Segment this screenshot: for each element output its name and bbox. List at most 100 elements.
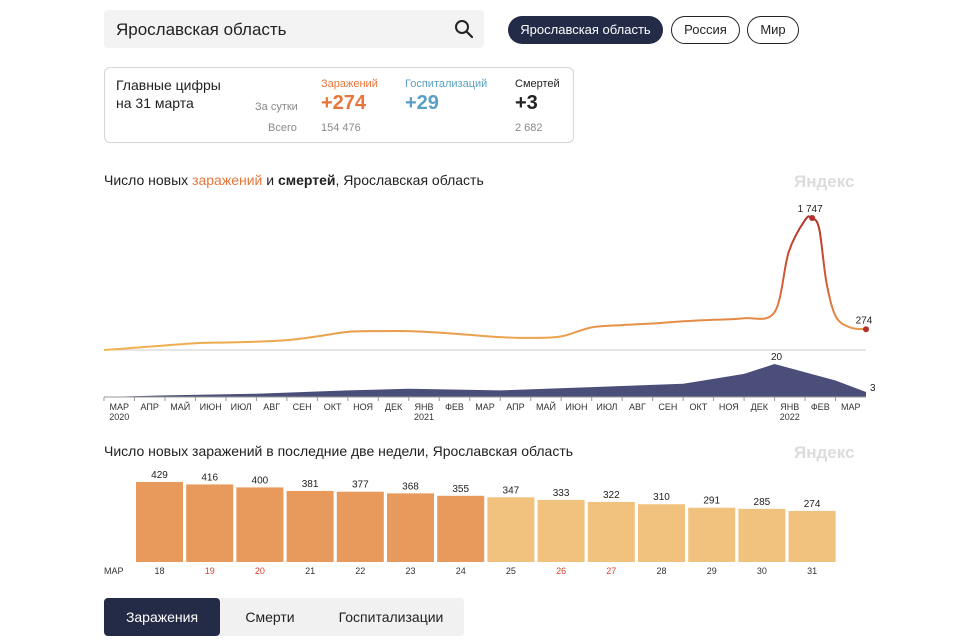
hospitalizations-day-value: +29: [405, 92, 439, 114]
bar-value-label: 368: [402, 481, 419, 492]
bar-category-label: 20: [255, 566, 265, 576]
month-label: АПР: [506, 402, 524, 412]
bar-value-label: 429: [151, 470, 168, 481]
bar: [688, 507, 736, 562]
month-label: ЯНВ: [780, 402, 799, 412]
month-label: СЕН: [293, 402, 312, 412]
infections-label: Заражений: [321, 78, 378, 90]
bar: [336, 491, 384, 562]
tab-russia[interactable]: Россия: [671, 16, 740, 44]
year-label: 2022: [780, 412, 800, 422]
bar-category-label: 27: [606, 566, 616, 576]
bar-category-label: 28: [656, 566, 666, 576]
month-label: ОКТ: [689, 402, 707, 412]
bar-value-label: 285: [754, 497, 771, 508]
bar: [638, 504, 685, 562]
month-label: ИЮЛ: [231, 402, 252, 412]
summary-title-line2: на 31 марта: [116, 95, 194, 111]
month-label: ЯНВ: [415, 402, 434, 412]
month-label: МАР: [109, 402, 129, 412]
bar-category-label: 22: [355, 566, 365, 576]
infections-day-value: +274: [321, 92, 367, 114]
infections-series-line: [103, 215, 867, 351]
bar: [236, 487, 284, 562]
bar-category-label: 25: [506, 566, 516, 576]
chart1-title-deaths: смертей: [277, 172, 336, 188]
infections-last-label: 274: [856, 315, 873, 326]
month-label: НОЯ: [719, 402, 739, 412]
bar-category-label: 31: [807, 566, 817, 576]
tab-deaths[interactable]: Смерти: [245, 609, 295, 625]
search-icon[interactable]: [454, 19, 474, 39]
yandex-watermark-2: Яндекс: [794, 443, 855, 462]
month-label: ДЕК: [751, 402, 769, 412]
month-label: ФЕВ: [445, 402, 464, 412]
yandex-watermark: Яндекс: [794, 172, 855, 191]
month-label: ДЕК: [385, 402, 403, 412]
chart1-title-and: и: [262, 172, 278, 188]
chart1-title-post: , Ярославская область: [335, 172, 484, 188]
bar-category-label: 21: [305, 566, 315, 576]
year-label: 2020: [109, 412, 129, 422]
two-week-bar-chart: МАР 429 18 416 19 400 20 381 21 377 22 368 23 355 24 34…: [104, 470, 836, 576]
month-label: ИЮН: [200, 402, 222, 412]
bar-category-label: 24: [456, 566, 466, 576]
bar-value-label: 333: [553, 488, 570, 499]
search-box[interactable]: [104, 10, 484, 48]
metric-tabs: Заражения Смерти Госпитализации: [104, 598, 464, 636]
bar-value-label: 322: [603, 490, 620, 501]
infections-peak-label: 1 747: [798, 204, 823, 215]
tab-hospitalizations[interactable]: Госпитализации: [338, 609, 444, 625]
hospitalizations-label: Госпитализаций: [405, 78, 488, 90]
bar: [286, 490, 334, 562]
month-label: МАР: [475, 402, 495, 412]
month-label: МАЙ: [170, 401, 190, 412]
month-label: ОКТ: [324, 402, 342, 412]
bar: [487, 497, 535, 562]
bar-category-label: 30: [757, 566, 767, 576]
summary-title-line1: Главные цифры: [116, 77, 221, 93]
bar-value-label: 400: [252, 475, 269, 486]
year-label: 2021: [414, 412, 434, 422]
bar-value-label: 416: [201, 472, 218, 483]
bar: [136, 482, 183, 562]
deaths-total-value: 2 682: [515, 122, 543, 134]
per-day-label: За сутки: [255, 101, 298, 113]
bar-category-label: 19: [205, 566, 215, 576]
bar-category-label: 23: [405, 566, 415, 576]
deaths-last-label: 3: [870, 383, 876, 394]
month-label: АВГ: [629, 402, 646, 412]
bar-value-label: 355: [452, 484, 469, 495]
tab-infections[interactable]: Заражения: [104, 598, 220, 636]
bar: [387, 493, 434, 562]
bar-category-label: 18: [154, 566, 164, 576]
bar: [738, 508, 786, 562]
bar: [537, 499, 585, 562]
summary-card: Главные цифры на 31 марта За сутки Всего…: [104, 67, 574, 143]
bar: [788, 510, 836, 562]
infections-total-value: 154 476: [321, 122, 361, 134]
search-input[interactable]: [114, 16, 438, 44]
chart2-title: Число новых заражений в последние две не…: [104, 443, 574, 459]
deaths-label: Смертей: [515, 78, 560, 90]
bar-value-label: 310: [653, 492, 670, 503]
chart1-title-pre: Число новых: [104, 172, 193, 188]
infections-peak-point: [809, 215, 816, 221]
month-label: ФЕВ: [811, 402, 830, 412]
bar: [186, 484, 234, 562]
bar-axis-month-label: МАР: [104, 566, 124, 576]
deaths-peak-label: 20: [771, 352, 783, 363]
bar: [587, 501, 635, 562]
tab-world[interactable]: Мир: [747, 16, 799, 44]
month-label: МАЙ: [536, 401, 556, 412]
bar-value-label: 274: [804, 499, 821, 510]
month-label: МАР: [841, 402, 861, 412]
bar-value-label: 291: [703, 496, 720, 507]
month-label: ИЮЛ: [596, 402, 617, 412]
infections-deaths-chart: 1 747 274 20 3 МАР АПР МАЙ ИЮН ИЮЛ АВГ СЕН ОКТ НОЯ ДЕ…: [103, 204, 876, 422]
month-label: СЕН: [658, 402, 677, 412]
bar-category-label: 26: [556, 566, 566, 576]
bar-value-label: 377: [352, 480, 369, 491]
tab-yaroslavl-region[interactable]: Ярославская область: [508, 16, 663, 44]
month-label: АПР: [141, 402, 159, 412]
